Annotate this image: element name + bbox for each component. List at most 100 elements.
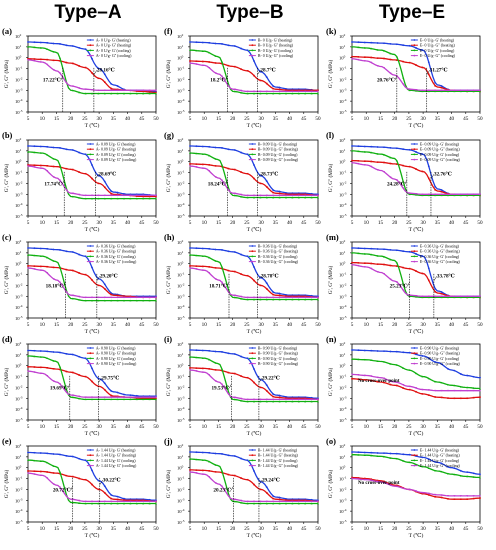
data-point (415, 88, 417, 91)
data-point (395, 457, 398, 460)
data-point (285, 499, 287, 501)
data-point (103, 180, 106, 183)
data-point (408, 250, 411, 253)
x-tick-label: 15 (54, 220, 60, 226)
data-point (189, 145, 191, 147)
data-point (116, 88, 119, 91)
data-point (214, 452, 217, 455)
data-point (389, 452, 392, 455)
data-point (240, 297, 243, 300)
data-point (408, 165, 411, 168)
data-point (214, 471, 217, 473)
plot-frame (27, 35, 157, 113)
x-tick-label: 10 (364, 220, 370, 226)
x-tick-label: 20 (230, 526, 236, 532)
data-point (189, 471, 191, 474)
x-tick-label: 10 (364, 116, 370, 122)
data-point (317, 92, 319, 95)
data-point (265, 196, 268, 199)
data-point (363, 41, 366, 44)
x-axis-label: T (℃) (247, 430, 262, 437)
data-point (259, 196, 262, 199)
data-point (84, 153, 87, 156)
data-point (46, 145, 49, 148)
data-point (421, 193, 424, 196)
data-point (189, 469, 191, 471)
data-point (408, 453, 411, 456)
data-point (103, 299, 106, 302)
data-point (246, 376, 249, 379)
data-point (78, 457, 81, 460)
data-point (357, 162, 360, 165)
data-point (389, 380, 392, 383)
data-point (265, 384, 268, 387)
data-point (123, 502, 125, 505)
x-tick-label: 25 (244, 116, 250, 122)
annotation-arrow (407, 282, 410, 287)
legend-label: E- 0.90 U/g- G' (cooling) (420, 357, 460, 361)
y-tick-label: 10-2 (15, 76, 23, 82)
data-point (135, 197, 138, 200)
legend-label: E- 0.36 U/g- G' (heating) (420, 244, 460, 248)
data-point (351, 451, 353, 453)
data-point (351, 58, 353, 60)
data-point (383, 381, 385, 384)
data-point (78, 65, 80, 67)
data-point (39, 61, 42, 63)
data-point (71, 149, 74, 151)
data-point (376, 48, 379, 51)
y-tick-label: 10-1 (177, 170, 185, 176)
data-point (389, 350, 392, 353)
data-point (201, 269, 204, 272)
panel-label: (o) (326, 436, 336, 446)
panel-label: (k) (326, 26, 337, 36)
data-point (265, 92, 268, 95)
data-point (402, 250, 405, 253)
data-point (240, 295, 243, 298)
data-point (278, 500, 281, 503)
data-point (466, 389, 469, 392)
data-point (402, 164, 404, 167)
x-tick-label: 50 (477, 424, 483, 430)
y-tick-label: 10-3 (177, 395, 185, 401)
data-point (208, 61, 210, 63)
data-point (266, 492, 268, 494)
legend-label: B- 1.44 U/g- G' (heating) (258, 448, 298, 452)
data-point (376, 271, 379, 273)
data-point (27, 165, 29, 168)
data-point (240, 499, 243, 502)
series-line (28, 265, 156, 299)
data-point (453, 467, 456, 470)
legend-label: A- 0.36 U/g- G'' (heating) (96, 250, 137, 254)
data-point (46, 461, 49, 464)
data-point (208, 470, 210, 472)
legend-label: E- 0.36 U/g- G'' (heating) (420, 250, 460, 254)
data-point (91, 57, 93, 60)
data-point (246, 500, 249, 503)
data-point (52, 266, 55, 269)
x-tick-label: 15 (54, 526, 60, 532)
panel-label: (j) (164, 436, 173, 446)
data-point (370, 359, 373, 362)
data-point (33, 459, 36, 462)
data-point (189, 62, 191, 65)
data-point (246, 172, 249, 175)
data-point (291, 397, 294, 400)
series-line (27, 355, 156, 401)
data-point (135, 194, 138, 197)
legend-label: B- 0.09 U/g- G'' (heating) (258, 148, 299, 152)
data-point (402, 83, 405, 86)
data-point (357, 56, 360, 58)
data-point (116, 294, 119, 297)
data-point (110, 296, 113, 299)
legend-marker (89, 54, 92, 57)
data-point (52, 472, 55, 474)
data-point (408, 351, 411, 354)
data-point (110, 197, 113, 200)
legend-marker (89, 153, 92, 156)
y-tick-label: 102 (339, 341, 346, 347)
data-point (227, 250, 230, 253)
data-point (434, 193, 437, 196)
data-point (78, 298, 81, 301)
data-point (376, 479, 379, 482)
